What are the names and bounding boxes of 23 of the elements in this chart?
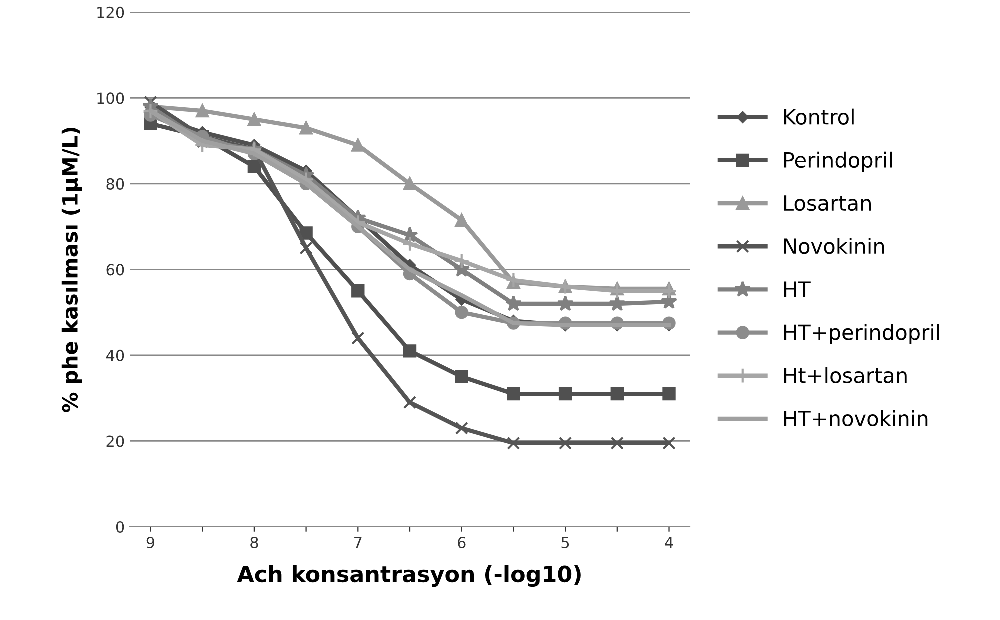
legend-label: Ht+losartan bbox=[784, 367, 907, 384]
legend-label: HT+novokinin bbox=[784, 410, 928, 427]
y-tick-label: 40 bbox=[106, 350, 124, 362]
x-tick-label: 7 bbox=[354, 537, 362, 548]
x-tick-label: 6 bbox=[458, 536, 466, 549]
x-tick-label: 9 bbox=[146, 536, 155, 549]
y-tick-label: 20 bbox=[106, 436, 124, 448]
legend-label: Perindopril bbox=[784, 152, 892, 172]
y-tick-label: 0 bbox=[116, 521, 124, 534]
legend-label: Losartan bbox=[784, 196, 871, 212]
y-tick-label: 100 bbox=[98, 92, 124, 104]
x-axis-title: Ach konsantrasyon (-log10) bbox=[237, 565, 581, 588]
y-tick-label: 60 bbox=[106, 264, 124, 276]
legend-label: Novokinin bbox=[784, 238, 884, 254]
x-tick-label: 4 bbox=[665, 537, 674, 548]
x-tick-label: 5 bbox=[562, 537, 570, 549]
x-tick-label: 8 bbox=[250, 536, 258, 549]
y-tick-label: 120 bbox=[98, 6, 124, 18]
y-tick-label: 80 bbox=[106, 178, 124, 190]
legend-label: HT+perindopril bbox=[784, 324, 940, 344]
legend-label: HT bbox=[784, 282, 811, 297]
y-axis-title: % phe kasılması (1µM/L) bbox=[62, 128, 82, 412]
legend-label: Kontrol bbox=[784, 108, 854, 125]
